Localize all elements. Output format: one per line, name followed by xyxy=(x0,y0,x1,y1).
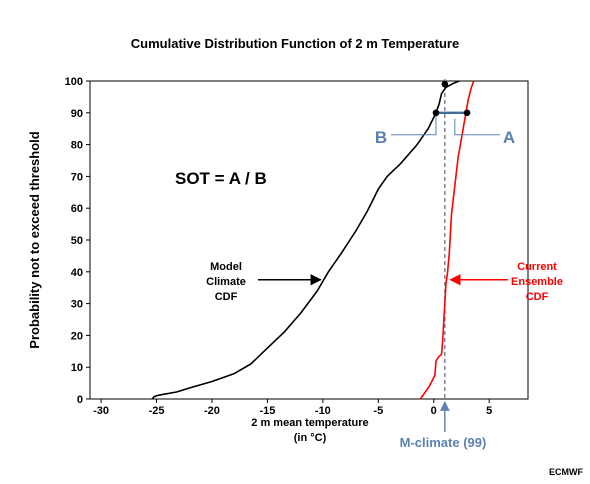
model-climate-label-line1: Model xyxy=(210,261,242,273)
a-leader-line xyxy=(454,118,500,136)
current-ensemble-cdf-line xyxy=(419,80,475,400)
y-tick-label: 0 xyxy=(77,394,83,406)
x-tick-label: -30 xyxy=(93,405,109,417)
x-tick-label: -25 xyxy=(149,405,165,417)
ensemble-label-line2: Ensemble xyxy=(511,276,563,288)
plot-area xyxy=(89,80,529,400)
y-tick-label: 20 xyxy=(71,330,83,342)
x-axis-label: 2 m mean temperature xyxy=(251,417,368,429)
x-tick-label: 0 xyxy=(431,405,437,417)
x-tick-label: -10 xyxy=(315,405,331,417)
ensemble-label-line1: Current xyxy=(517,261,557,273)
y-tick-label: 50 xyxy=(71,235,83,247)
label-b: B xyxy=(375,128,387,147)
sot-formula: SOT = A / B xyxy=(175,169,267,188)
plot-border xyxy=(89,80,529,400)
y-tick-label: 60 xyxy=(71,203,83,215)
annotation-layer: SOT = A / B Model Climate CDF Current En… xyxy=(175,128,583,477)
mclimate-label: M-climate (99) xyxy=(400,435,487,450)
chart-title: Cumulative Distribution Function of 2 m … xyxy=(131,36,459,51)
y-tick-label: 10 xyxy=(71,362,83,374)
y-tick-label: 70 xyxy=(71,171,83,183)
ensemble-label-line3: CDF xyxy=(526,291,549,303)
model-climate-label-line3: CDF xyxy=(215,291,238,303)
b-leader-line xyxy=(391,112,437,136)
x-tick-label: -15 xyxy=(259,405,275,417)
model-climate-label-line2: Climate xyxy=(206,276,246,288)
ecmwf-credit: ECMWF xyxy=(549,467,583,477)
x-tick-label: -20 xyxy=(204,405,220,417)
label-a: A xyxy=(503,128,515,147)
cdf-marker-point xyxy=(463,109,471,117)
y-axis-label: Probability not to exceed threshold xyxy=(27,131,42,348)
y-axis: 0 10 20 30 40 50 60 70 80 90 100 xyxy=(65,76,90,406)
series-layer xyxy=(151,79,508,432)
y-tick-label: 100 xyxy=(65,76,83,88)
y-tick-label: 80 xyxy=(71,140,83,152)
x-tick-label: 5 xyxy=(486,405,492,417)
y-tick-label: 30 xyxy=(71,299,83,311)
x-tick-label: -5 xyxy=(373,405,383,417)
x-axis-unit: (in °C) xyxy=(294,432,327,444)
y-tick-label: 90 xyxy=(71,108,83,120)
x-axis: -30 -25 -20 -15 -10 -5 0 5 xyxy=(93,399,492,417)
cdf-marker-point xyxy=(441,80,449,88)
model-climate-cdf-line xyxy=(151,80,460,400)
y-tick-label: 40 xyxy=(71,267,83,279)
cdf-marker-point xyxy=(432,109,440,117)
